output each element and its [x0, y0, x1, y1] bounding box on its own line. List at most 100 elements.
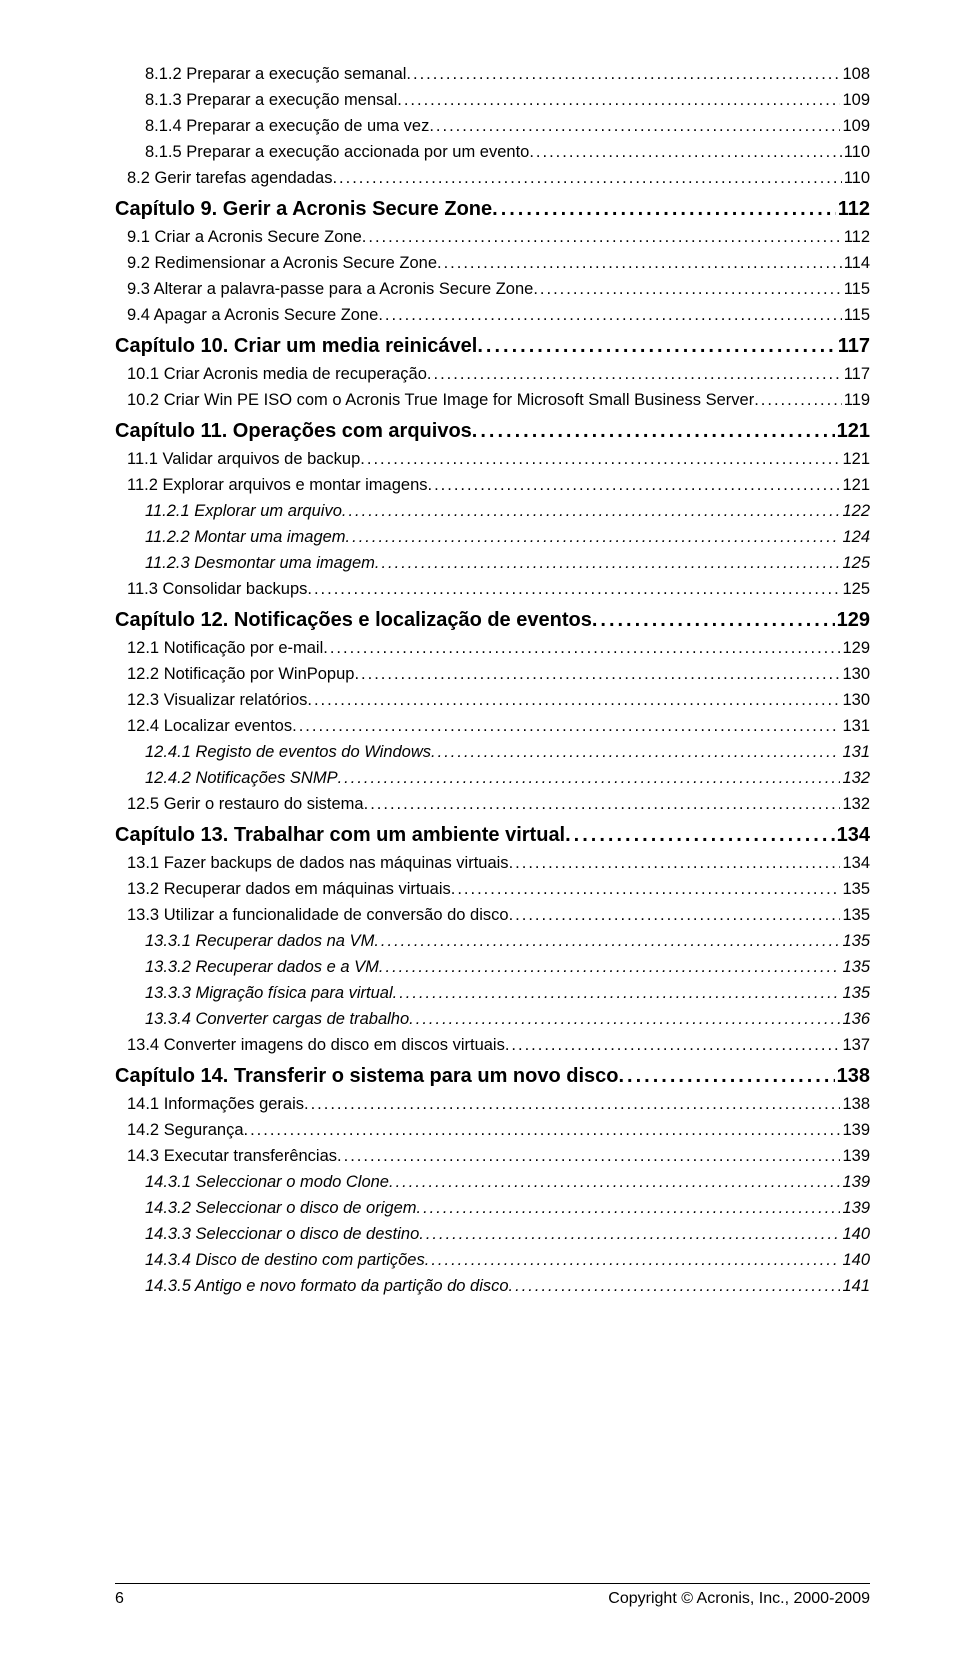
toc-entry[interactable]: 14.2 Segurança139 [115, 1121, 870, 1140]
page-number: 6 [115, 1590, 124, 1608]
toc-leader-dots [393, 984, 841, 1003]
toc-entry-label: 11.1 Validar arquivos de backup [127, 450, 360, 469]
toc-entry-page: 140 [840, 1251, 870, 1270]
toc-entry[interactable]: 12.1 Notificação por e-mail129 [115, 639, 870, 658]
toc-entry-label: Capítulo 14. Transferir o sistema para u… [115, 1065, 618, 1088]
toc-entry-page: 134 [840, 854, 870, 873]
toc-entry[interactable]: 12.4 Localizar eventos131 [115, 717, 870, 736]
toc-entry[interactable]: 12.4.2 Notificações SNMP132 [115, 769, 870, 788]
toc-leader-dots [618, 1065, 834, 1088]
toc-entry[interactable]: 13.3.1 Recuperar dados na VM135 [115, 932, 870, 951]
toc-entry-label: Capítulo 12. Notificações e localização … [115, 609, 592, 632]
toc-entry-label: 13.3.2 Recuperar dados e a VM [145, 958, 379, 977]
toc-entry[interactable]: Capítulo 9. Gerir a Acronis Secure Zone1… [115, 198, 870, 221]
toc-entry-page: 129 [835, 609, 870, 632]
toc-entry[interactable]: Capítulo 13. Trabalhar com um ambiente v… [115, 824, 870, 847]
toc-entry-page: 121 [840, 476, 870, 495]
toc-entry[interactable]: 14.3 Executar transferências139 [115, 1147, 870, 1166]
toc-entry[interactable]: Capítulo 12. Notificações e localização … [115, 609, 870, 632]
toc-entry-label: 9.2 Redimensionar a Acronis Secure Zone [127, 254, 437, 273]
toc-entry-label: 13.3.1 Recuperar dados na VM [145, 932, 374, 951]
toc-entry-page: 108 [840, 65, 870, 84]
toc-entry[interactable]: 10.1 Criar Acronis media de recuperação1… [115, 365, 870, 384]
toc-entry-page: 115 [842, 306, 870, 325]
toc-entry[interactable]: 9.2 Redimensionar a Acronis Secure Zone1… [115, 254, 870, 273]
toc-leader-dots [754, 391, 841, 410]
toc-entry-page: 137 [840, 1036, 870, 1055]
toc-entry[interactable]: Capítulo 11. Operações com arquivos121 [115, 420, 870, 443]
toc-entry-label: 12.1 Notificação por e-mail [127, 639, 323, 658]
toc-entry-page: 132 [840, 795, 870, 814]
toc-entry[interactable]: 14.3.3 Seleccionar o disco de destino140 [115, 1225, 870, 1244]
toc-leader-dots [592, 609, 835, 632]
toc-leader-dots [292, 717, 840, 736]
toc-entry-label: 9.3 Alterar a palavra-passe para a Acron… [127, 280, 533, 299]
toc-entry[interactable]: 11.3 Consolidar backups125 [115, 580, 870, 599]
toc-entry[interactable]: 14.3.4 Disco de destino com partições 140 [115, 1251, 870, 1270]
toc-entry[interactable]: 12.2 Notificação por WinPopup130 [115, 665, 870, 684]
toc-entry-label: 13.3 Utilizar a funcionalidade de conver… [127, 906, 509, 925]
toc-leader-dots [374, 932, 840, 951]
toc-leader-dots [244, 1121, 841, 1140]
toc-entry[interactable]: 13.1 Fazer backups de dados nas máquinas… [115, 854, 870, 873]
toc-leader-dots [428, 476, 841, 495]
toc-entry[interactable]: 8.1.2 Preparar a execução semanal108 [115, 65, 870, 84]
toc-entry[interactable]: 11.1 Validar arquivos de backup 121 [115, 450, 870, 469]
toc-entry[interactable]: 13.3.3 Migração física para virtual135 [115, 984, 870, 1003]
toc-entry-page: 139 [840, 1199, 870, 1218]
toc-leader-dots [406, 65, 840, 84]
toc-entry[interactable]: 9.1 Criar a Acronis Secure Zone112 [115, 228, 870, 247]
toc-entry[interactable]: 9.3 Alterar a palavra-passe para a Acron… [115, 280, 870, 299]
toc-entry[interactable]: 11.2.2 Montar uma imagem124 [115, 528, 870, 547]
toc-leader-dots [492, 198, 836, 221]
toc-entry[interactable]: 14.3.2 Seleccionar o disco de origem139 [115, 1199, 870, 1218]
toc-leader-dots [429, 117, 840, 136]
toc-entry[interactable]: 13.3.2 Recuperar dados e a VM135 [115, 958, 870, 977]
toc-entry-page: 132 [840, 769, 870, 788]
toc-entry[interactable]: 14.3.5 Antigo e novo formato da partição… [115, 1277, 870, 1296]
toc-entry[interactable]: 12.3 Visualizar relatórios130 [115, 691, 870, 710]
toc-entry-label: 8.1.5 Preparar a execução accionada por … [145, 143, 529, 162]
toc-entry-label: 14.3.4 Disco de destino com partições [145, 1251, 425, 1270]
toc-entry-page: 125 [840, 580, 870, 599]
toc-entry-page: 135 [840, 880, 870, 899]
toc-entry[interactable]: Capítulo 10. Criar um media reinicável11… [115, 335, 870, 358]
toc-leader-dots [509, 1277, 841, 1296]
toc-entry-label: 13.2 Recuperar dados em máquinas virtuai… [127, 880, 451, 899]
toc-entry[interactable]: Capítulo 14. Transferir o sistema para u… [115, 1065, 870, 1088]
toc-entry[interactable]: 12.4.1 Registo de eventos do Windows131 [115, 743, 870, 762]
copyright-text: Copyright © Acronis, Inc., 2000-2009 [608, 1590, 870, 1608]
toc-entry-page: 136 [840, 1010, 870, 1029]
toc-entry[interactable]: 14.3.1 Seleccionar o modo Clone139 [115, 1173, 870, 1192]
toc-entry[interactable]: 13.4 Converter imagens do disco em disco… [115, 1036, 870, 1055]
toc-entry[interactable]: 8.2 Gerir tarefas agendadas110 [115, 169, 870, 188]
toc-entry-page: 121 [840, 450, 870, 469]
toc-entry[interactable]: 10.2 Criar Win PE ISO com o Acronis True… [115, 391, 870, 410]
toc-entry[interactable]: 11.2 Explorar arquivos e montar imagens1… [115, 476, 870, 495]
toc-entry[interactable]: 12.5 Gerir o restauro do sistema132 [115, 795, 870, 814]
toc-entry-label: 14.3.3 Seleccionar o disco de destino [145, 1225, 419, 1244]
toc-leader-dots [338, 769, 841, 788]
toc-entry-label: 11.2.2 Montar uma imagem [145, 528, 346, 547]
toc-entry-label: Capítulo 9. Gerir a Acronis Secure Zone [115, 198, 492, 221]
toc-entry-label: 12.4.1 Registo de eventos do Windows [145, 743, 431, 762]
toc-entry[interactable]: 11.2.3 Desmontar uma imagem125 [115, 554, 870, 573]
toc-entry[interactable]: 8.1.4 Preparar a execução de uma vez109 [115, 117, 870, 136]
toc-entry[interactable]: 8.1.3 Preparar a execução mensal109 [115, 91, 870, 110]
toc-entry-page: 135 [840, 984, 870, 1003]
toc-entry[interactable]: 8.1.5 Preparar a execução accionada por … [115, 143, 870, 162]
toc-entry[interactable]: 14.1 Informações gerais138 [115, 1095, 870, 1114]
toc-entry-page: 138 [835, 1065, 870, 1088]
toc-entry-page: 117 [836, 335, 870, 358]
toc-leader-dots [354, 665, 840, 684]
toc-leader-dots [362, 228, 842, 247]
toc-entry[interactable]: 13.3.4 Converter cargas de trabalho136 [115, 1010, 870, 1029]
toc-entry-page: 135 [840, 906, 870, 925]
toc-entry[interactable]: 11.2.1 Explorar um arquivo122 [115, 502, 870, 521]
toc-entry[interactable]: 13.2 Recuperar dados em máquinas virtuai… [115, 880, 870, 899]
toc-leader-dots [505, 1036, 841, 1055]
toc-entry-label: 14.1 Informações gerais [127, 1095, 304, 1114]
toc-entry[interactable]: 13.3 Utilizar a funcionalidade de conver… [115, 906, 870, 925]
toc-entry-page: 119 [842, 391, 870, 410]
toc-entry[interactable]: 9.4 Apagar a Acronis Secure Zone115 [115, 306, 870, 325]
